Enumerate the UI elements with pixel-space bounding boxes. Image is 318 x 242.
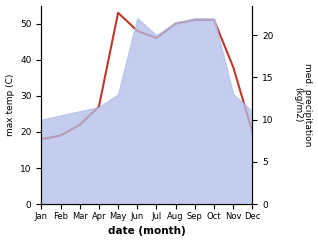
Y-axis label: max temp (C): max temp (C): [5, 74, 15, 136]
Y-axis label: med. precipitation
(kg/m2): med. precipitation (kg/m2): [293, 63, 313, 147]
X-axis label: date (month): date (month): [108, 227, 186, 236]
